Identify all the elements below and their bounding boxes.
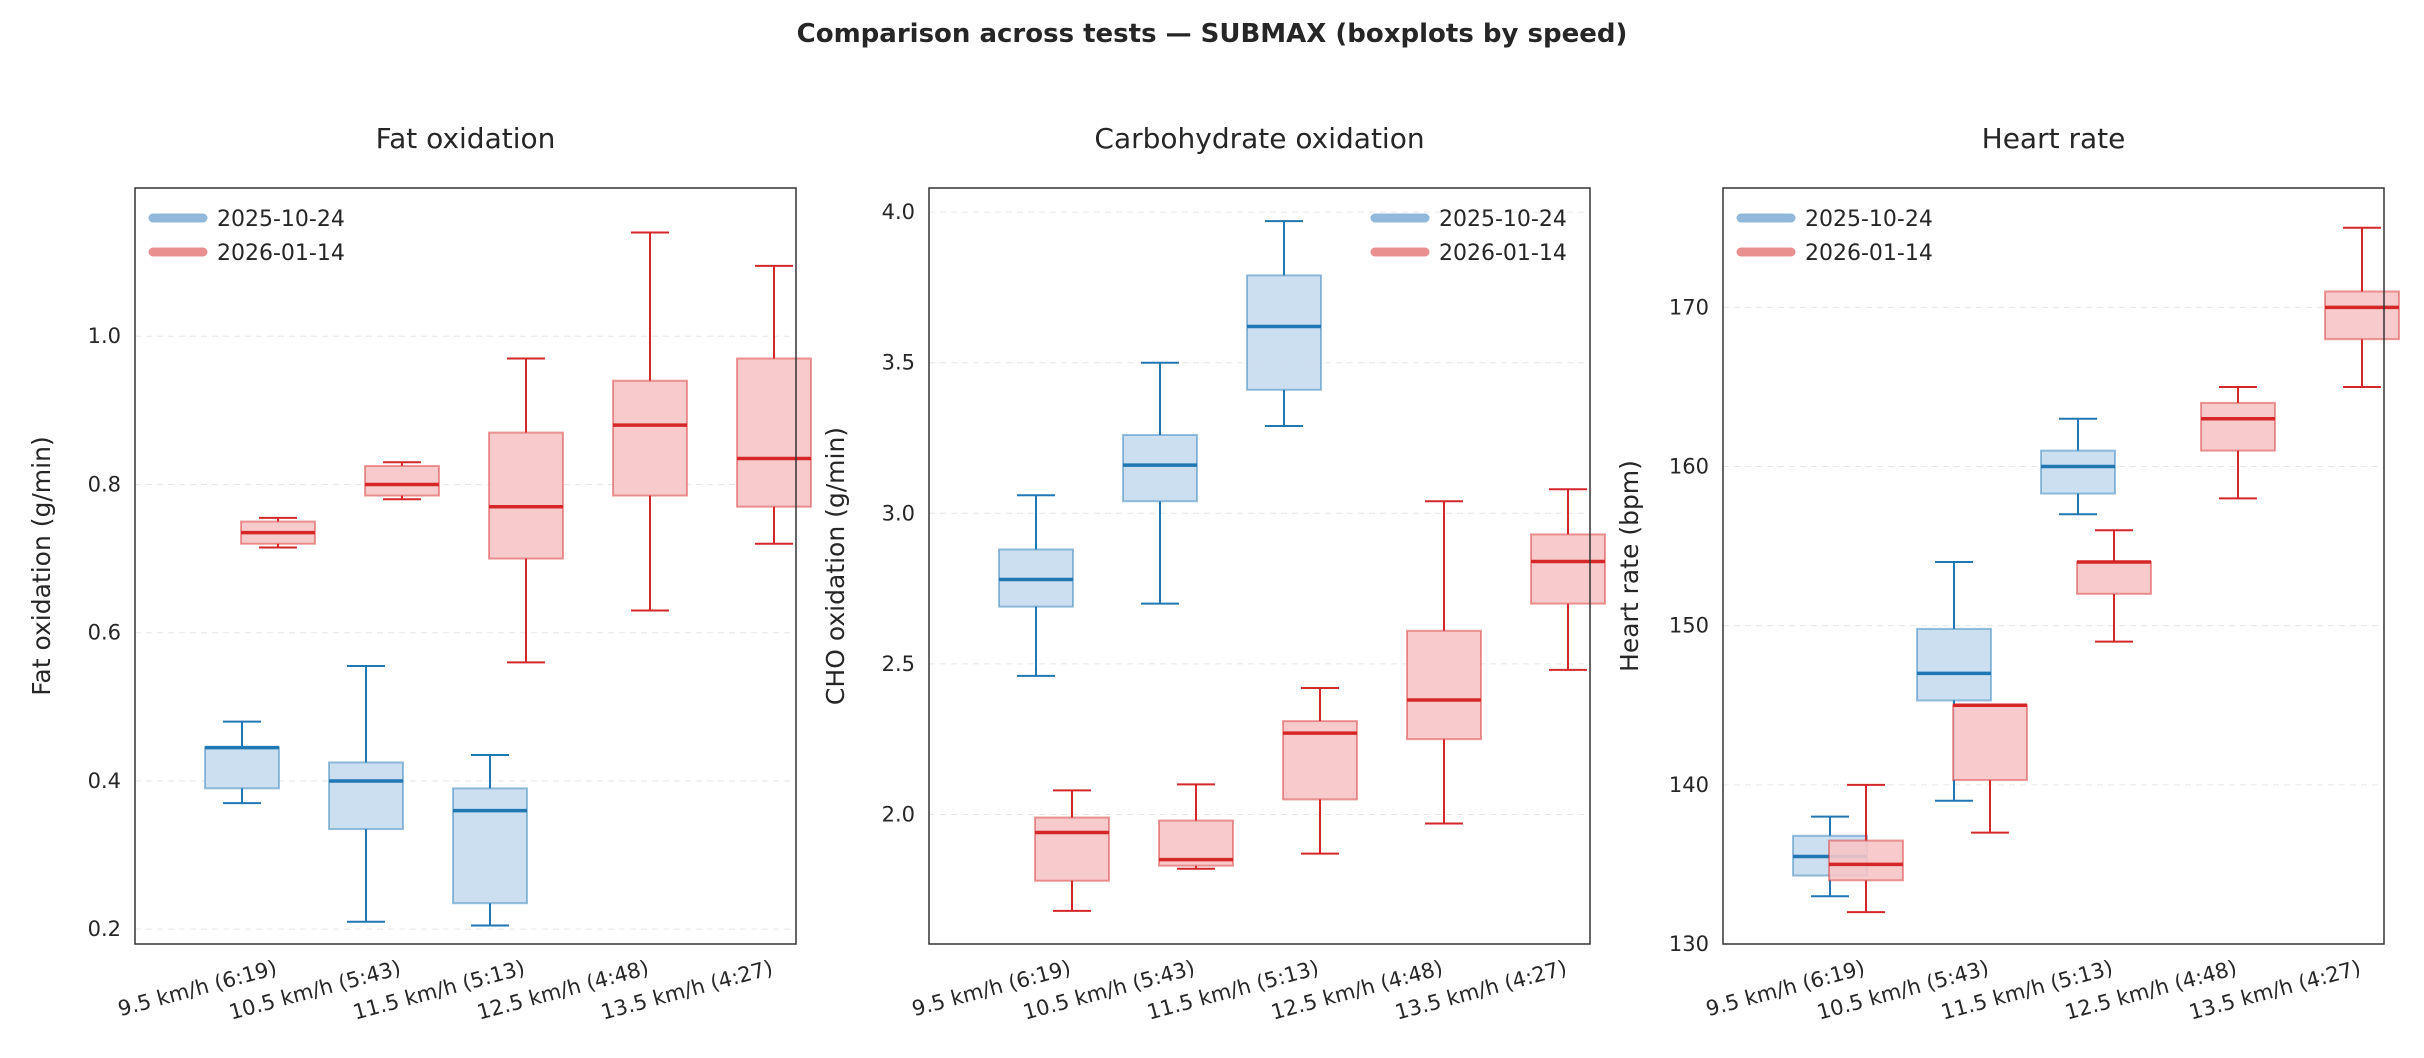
box-iqr bbox=[1406, 629, 1482, 741]
box-test2 bbox=[240, 516, 316, 549]
legend: 2025-10-24 2026-01-14 bbox=[148, 207, 345, 266]
box-iqr bbox=[1246, 274, 1322, 391]
y-tick-label: 0.6 bbox=[88, 621, 121, 645]
y-tick-label: 3.5 bbox=[882, 351, 915, 375]
box-test2 bbox=[2200, 385, 2276, 500]
box-iqr bbox=[2324, 290, 2400, 341]
panel-1: 0.2 0.4 0.6 0.8 1.0 Fat oxidation Fat oxidatio… bbox=[27, 122, 812, 1025]
panel-2: 2.0 2.5 3.0 3.5 4.0 Carbohydrate oxidation CHO… bbox=[821, 122, 1606, 1025]
y-tick-label: 2.0 bbox=[882, 802, 915, 826]
box-test1 bbox=[204, 720, 280, 805]
box-iqr bbox=[1952, 704, 2028, 782]
box-iqr bbox=[736, 357, 812, 508]
box-test2 bbox=[736, 264, 812, 545]
box-test1 bbox=[1122, 361, 1198, 605]
legend-label: 2025-10-24 bbox=[1805, 207, 1933, 232]
box-test2 bbox=[612, 231, 688, 612]
box-test2 bbox=[1158, 783, 1234, 870]
box-iqr bbox=[2200, 401, 2276, 452]
y-tick-label: 2.5 bbox=[882, 652, 915, 676]
box-iqr bbox=[1530, 533, 1606, 605]
box-test1 bbox=[998, 494, 1074, 677]
legend: 2025-10-24 2026-01-14 bbox=[1370, 207, 1567, 266]
y-tick-label: 0.4 bbox=[88, 769, 121, 793]
legend: 2025-10-24 2026-01-14 bbox=[1736, 207, 1933, 266]
y-tick-label: 0.2 bbox=[88, 917, 121, 941]
y-axis-label: Fat oxidation (g/min) bbox=[27, 436, 56, 695]
box-test2 bbox=[2324, 226, 2400, 388]
box-test2 bbox=[1530, 488, 1606, 671]
y-tick-label: 3.0 bbox=[882, 501, 915, 525]
box-iqr bbox=[452, 787, 528, 905]
legend-label: 2026-01-14 bbox=[217, 241, 345, 266]
legend-label: 2026-01-14 bbox=[1439, 241, 1567, 266]
y-axis-label: Heart rate (bpm) bbox=[1615, 460, 1644, 672]
box-test1 bbox=[2040, 417, 2116, 516]
box-test2 bbox=[1952, 703, 2028, 834]
box-iqr bbox=[1828, 839, 1904, 882]
legend-label: 2026-01-14 bbox=[1805, 241, 1933, 266]
box-test2 bbox=[488, 357, 564, 664]
y-tick-label: 170 bbox=[1669, 295, 1709, 319]
box-iqr bbox=[488, 431, 564, 560]
box-test2 bbox=[1282, 686, 1358, 855]
box-iqr bbox=[1034, 816, 1110, 882]
y-tick-label: 160 bbox=[1669, 455, 1709, 479]
box-iqr bbox=[2076, 561, 2152, 595]
panel-title: Heart rate bbox=[1982, 122, 2126, 155]
box-test2 bbox=[364, 461, 440, 501]
plot-frame bbox=[928, 187, 1591, 945]
box-iqr bbox=[364, 464, 440, 497]
y-tick-label: 150 bbox=[1669, 614, 1709, 638]
box-iqr bbox=[328, 761, 404, 831]
box-test2 bbox=[2076, 529, 2152, 643]
y-tick-label: 4.0 bbox=[882, 200, 915, 224]
plot-frame bbox=[1722, 187, 2385, 945]
y-tick-label: 140 bbox=[1669, 773, 1709, 797]
figure-title: Comparison across tests — SUBMAX (boxplo… bbox=[797, 19, 1628, 49]
plot-frame bbox=[134, 187, 797, 945]
box-iqr bbox=[204, 746, 280, 790]
box-test1 bbox=[328, 665, 404, 923]
box-test2 bbox=[1828, 783, 1904, 914]
panel-3: 130 140 150 160 170 Heart rate Heart rate (bpm… bbox=[1615, 122, 2400, 1025]
y-axis-label: CHO oxidation (g/min) bbox=[821, 427, 850, 705]
legend-label: 2025-10-24 bbox=[217, 207, 345, 232]
box-test2 bbox=[1406, 500, 1482, 825]
box-iqr bbox=[2040, 449, 2116, 495]
panels: 0.2 0.4 0.6 0.8 1.0 Fat oxidation Fat oxidatio… bbox=[27, 122, 2400, 1025]
y-tick-label: 130 bbox=[1669, 932, 1709, 956]
box-iqr bbox=[1122, 433, 1198, 503]
box-test1 bbox=[1916, 561, 1992, 802]
y-tick-label: 1.0 bbox=[88, 324, 121, 348]
box-test1 bbox=[452, 754, 528, 927]
box-test2 bbox=[1034, 789, 1110, 912]
panel-title: Fat oxidation bbox=[376, 122, 556, 155]
box-iqr bbox=[612, 379, 688, 497]
box-test1 bbox=[1246, 220, 1322, 427]
legend-label: 2025-10-24 bbox=[1439, 207, 1567, 232]
box-iqr bbox=[1916, 627, 1992, 702]
panel-title: Carbohydrate oxidation bbox=[1094, 122, 1424, 155]
y-tick-label: 0.8 bbox=[88, 472, 121, 496]
